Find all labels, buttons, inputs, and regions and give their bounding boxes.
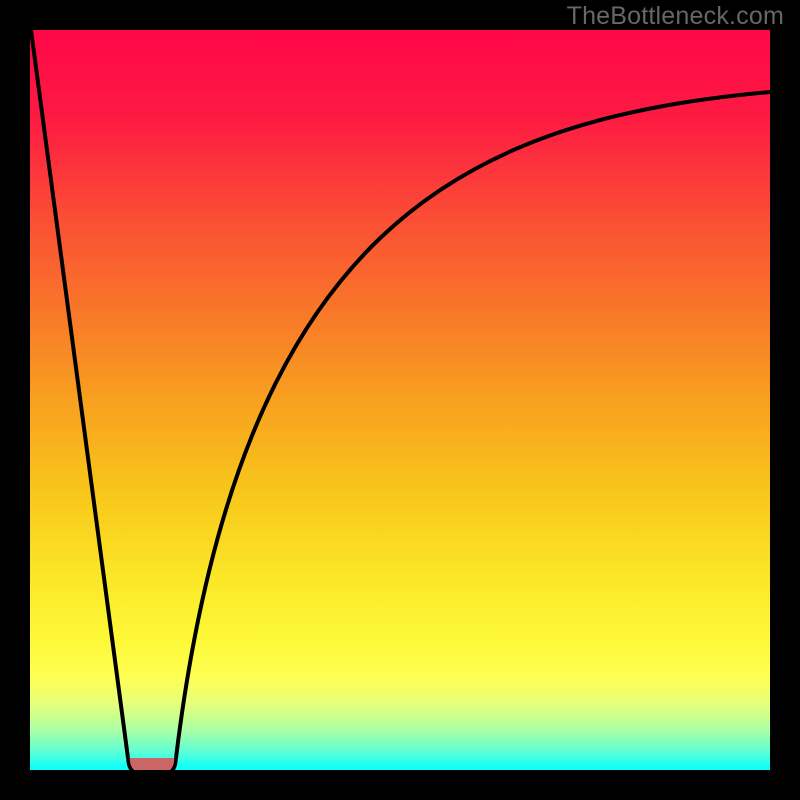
chart-stage: TheBottleneck.com (0, 0, 800, 800)
watermark-text: TheBottleneck.com (567, 2, 784, 31)
chart-svg (0, 0, 800, 800)
plot-background (30, 30, 770, 770)
